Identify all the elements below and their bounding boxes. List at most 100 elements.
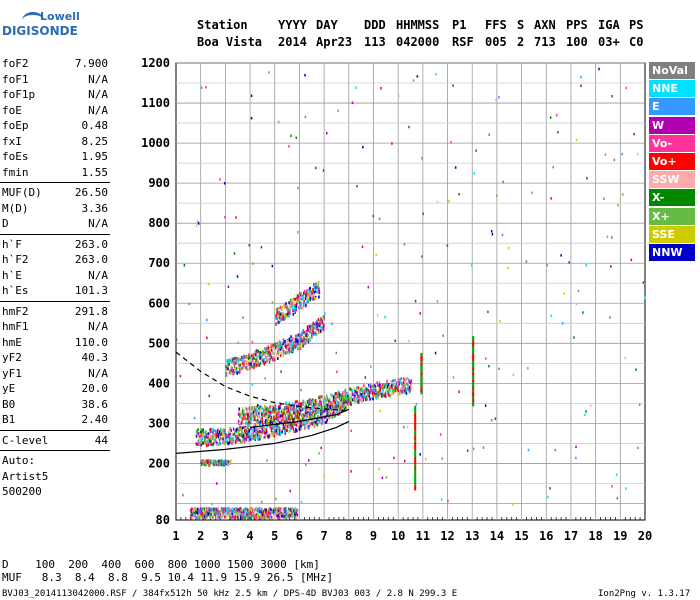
noise-point bbox=[598, 67, 600, 71]
echo-point bbox=[317, 281, 319, 285]
echo-point bbox=[304, 401, 307, 405]
echo-point bbox=[293, 430, 295, 434]
echo-point bbox=[316, 327, 318, 331]
hdr-value-iga: 03+ bbox=[598, 35, 620, 49]
echo-point bbox=[257, 427, 260, 431]
echo-point bbox=[382, 388, 384, 392]
echo-point bbox=[227, 430, 230, 434]
echo-point bbox=[301, 344, 304, 348]
param-name: Auto: bbox=[2, 454, 36, 467]
echo-point bbox=[345, 394, 348, 398]
echo-point bbox=[217, 507, 219, 511]
echo-point bbox=[252, 436, 255, 440]
echo-point bbox=[386, 392, 389, 396]
echo-point bbox=[259, 351, 261, 355]
echo-point bbox=[282, 338, 285, 342]
echo-point bbox=[217, 434, 220, 438]
echo-point bbox=[349, 387, 351, 391]
echo-point bbox=[264, 431, 267, 435]
echo-point bbox=[298, 333, 301, 337]
echo-point bbox=[268, 434, 271, 438]
echo-point bbox=[199, 512, 202, 516]
echo-point bbox=[345, 403, 347, 407]
echo-point bbox=[300, 336, 302, 340]
echo-point bbox=[323, 398, 325, 402]
echo-point bbox=[234, 357, 237, 361]
echo-point bbox=[322, 402, 325, 406]
echo-point bbox=[251, 357, 254, 361]
echo-point bbox=[266, 417, 269, 421]
noise-point bbox=[625, 487, 627, 490]
echo-point bbox=[266, 434, 269, 438]
echo-point bbox=[272, 359, 275, 363]
y-tick-label: 400 bbox=[148, 376, 170, 390]
echo-point bbox=[265, 428, 268, 432]
echo-point bbox=[277, 349, 279, 353]
x-tick-label: 11 bbox=[416, 529, 430, 543]
echo-point bbox=[396, 387, 399, 391]
echo-point bbox=[262, 351, 264, 355]
hdr-value-ddd: 113 bbox=[364, 35, 386, 49]
noise-point bbox=[450, 141, 452, 144]
echo-point bbox=[294, 305, 296, 309]
echo-point bbox=[362, 395, 364, 399]
spike-point bbox=[414, 449, 417, 453]
noise-point bbox=[472, 447, 475, 451]
echo-point bbox=[283, 407, 286, 411]
echo-point bbox=[232, 515, 234, 519]
echo-point bbox=[319, 409, 322, 413]
echo-point bbox=[226, 366, 228, 370]
echo-point bbox=[403, 387, 405, 391]
echo-point bbox=[324, 399, 327, 403]
noise-point bbox=[573, 336, 575, 339]
noise-point bbox=[336, 370, 338, 374]
echo-point bbox=[246, 410, 249, 414]
echo-point bbox=[391, 384, 393, 388]
echo-point bbox=[258, 425, 261, 429]
echo-point bbox=[258, 429, 260, 433]
hdr-label-s: S bbox=[517, 18, 525, 32]
hdr-label-ps: PS bbox=[629, 18, 644, 32]
noise-point bbox=[188, 302, 190, 306]
param-name: fmin bbox=[2, 165, 29, 179]
x-tick-label: 18 bbox=[588, 529, 602, 543]
echo-point bbox=[289, 508, 292, 512]
echo-point bbox=[210, 507, 213, 511]
noise-point bbox=[446, 244, 449, 247]
noise-point bbox=[251, 383, 254, 387]
param-name: hmF1 bbox=[2, 320, 29, 333]
noise-point bbox=[318, 452, 320, 455]
echo-point bbox=[329, 400, 332, 404]
hdr-label-yyyy: YYYY bbox=[278, 18, 307, 32]
x-tick-label: 9 bbox=[370, 529, 377, 543]
echo-point bbox=[244, 427, 247, 431]
echo-point bbox=[317, 417, 319, 421]
param-name: yF2 bbox=[2, 351, 22, 364]
echo-point bbox=[307, 412, 310, 416]
echo-point bbox=[232, 370, 234, 374]
echo-point bbox=[239, 364, 242, 368]
echo-point bbox=[225, 368, 227, 372]
echo-point bbox=[216, 430, 219, 434]
echo-point bbox=[259, 437, 261, 441]
echo-point bbox=[387, 393, 390, 397]
param-row: h`Es 101.3 bbox=[0, 283, 112, 299]
echo-point bbox=[212, 434, 215, 438]
echo-point bbox=[307, 408, 310, 412]
echo-point bbox=[201, 462, 204, 466]
echo-point bbox=[284, 313, 287, 317]
echo-point bbox=[310, 290, 313, 294]
echo-point bbox=[317, 284, 320, 288]
echo-point bbox=[253, 362, 255, 366]
echo-point bbox=[277, 307, 280, 311]
noise-point bbox=[378, 467, 381, 471]
echo-point bbox=[244, 437, 246, 441]
echo-point bbox=[269, 420, 271, 424]
echo-point bbox=[283, 420, 286, 424]
echo-point bbox=[225, 514, 228, 518]
echo-point bbox=[289, 405, 292, 409]
echo-point bbox=[274, 356, 277, 360]
echo-point bbox=[280, 510, 282, 514]
echo-point bbox=[346, 400, 349, 404]
noise-point bbox=[484, 404, 487, 407]
